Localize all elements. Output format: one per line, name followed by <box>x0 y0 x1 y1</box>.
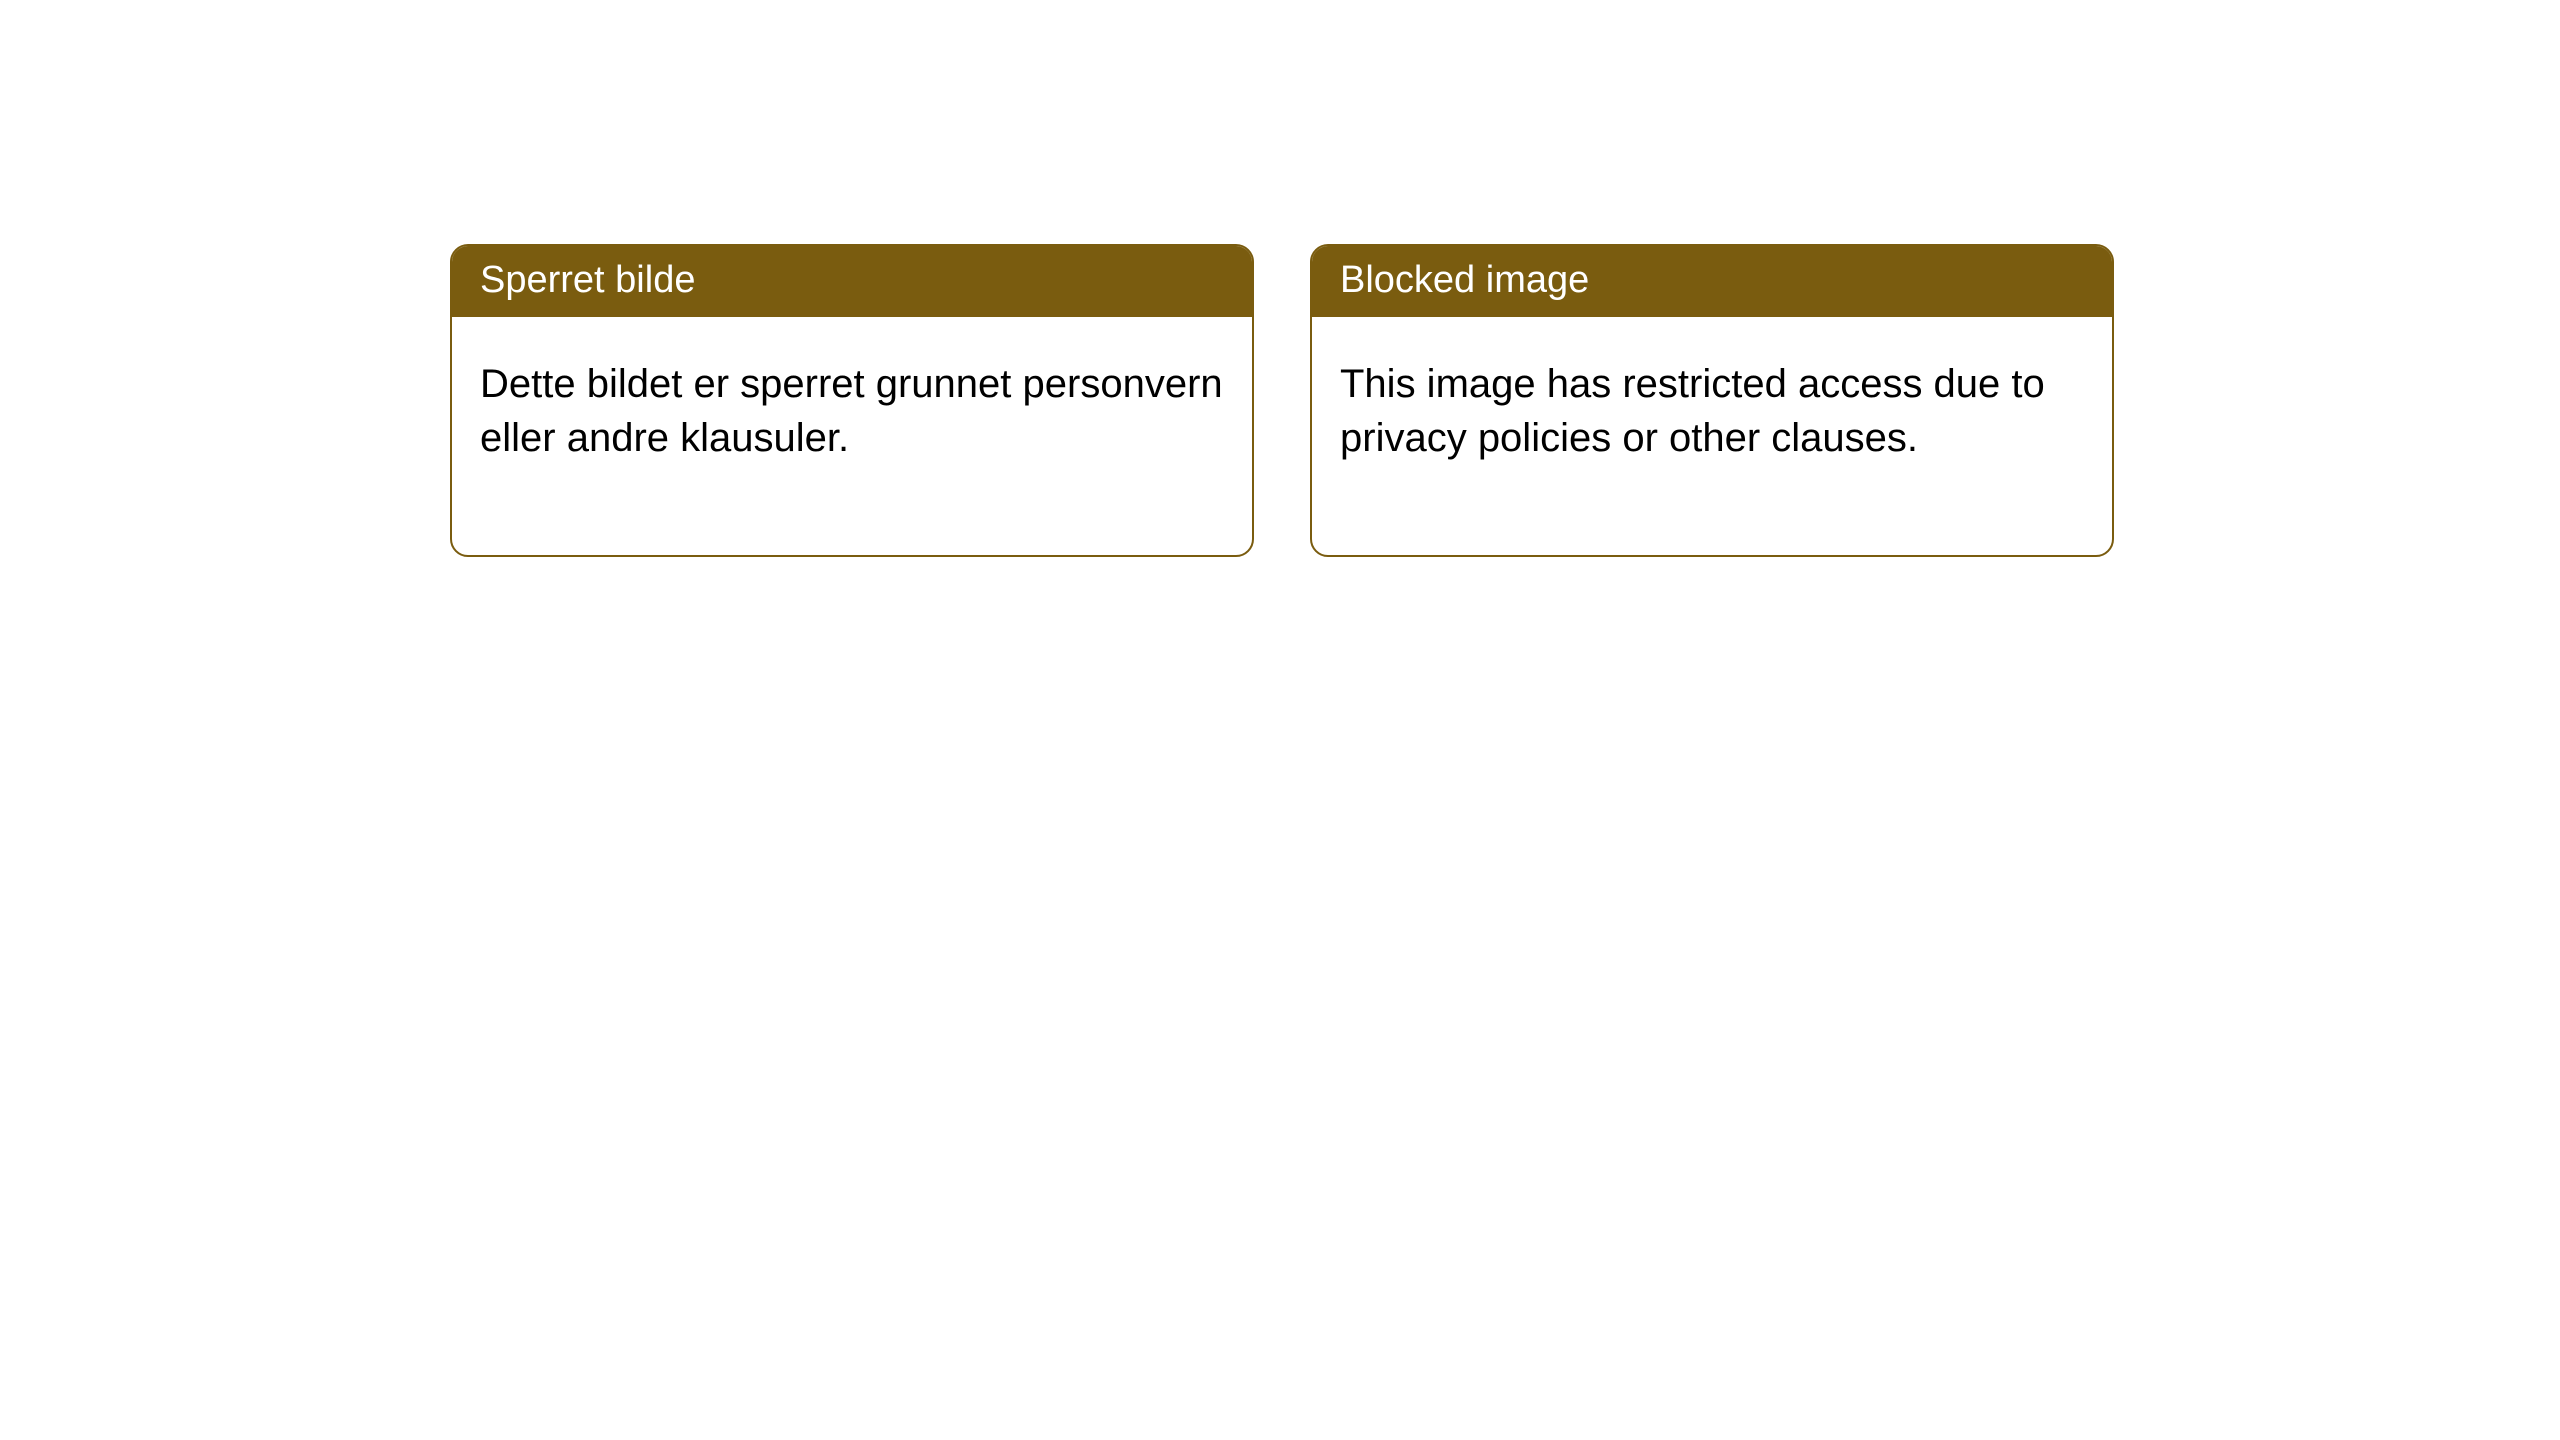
notice-card-norwegian: Sperret bilde Dette bildet er sperret gr… <box>450 244 1254 557</box>
notice-body: Dette bildet er sperret grunnet personve… <box>452 317 1252 555</box>
notice-header: Sperret bilde <box>452 246 1252 317</box>
notice-header: Blocked image <box>1312 246 2112 317</box>
notices-container: Sperret bilde Dette bildet er sperret gr… <box>450 244 2114 557</box>
notice-body: This image has restricted access due to … <box>1312 317 2112 555</box>
notice-card-english: Blocked image This image has restricted … <box>1310 244 2114 557</box>
